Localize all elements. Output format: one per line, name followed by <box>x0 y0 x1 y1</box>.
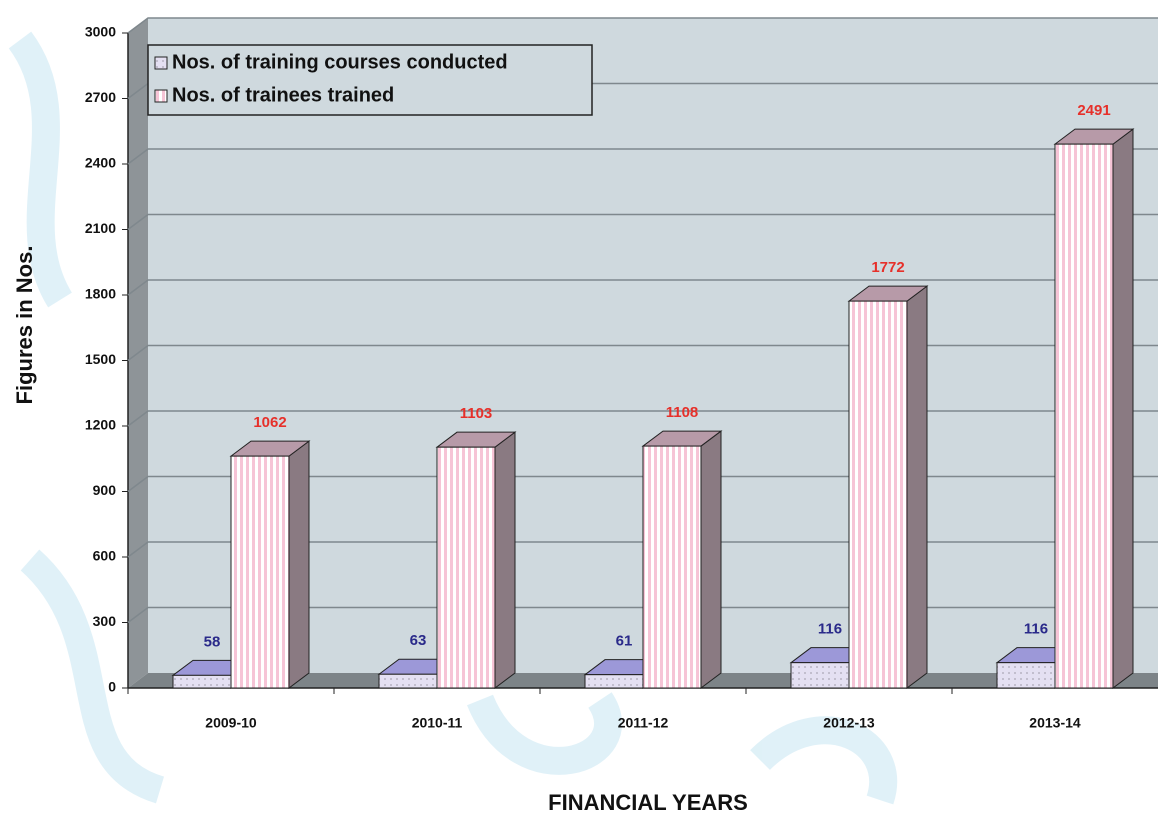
x-tick-label: 2010-11 <box>412 715 463 731</box>
bar-side <box>289 441 309 688</box>
bar-side <box>1113 129 1133 688</box>
bar <box>643 431 721 688</box>
x-tick-label: 2012-13 <box>823 715 875 731</box>
bar-side <box>495 432 515 688</box>
bar <box>849 286 927 688</box>
value-label: 63 <box>410 632 427 649</box>
bar-front <box>379 674 437 688</box>
y-tick-label: 0 <box>108 679 116 695</box>
bar <box>1055 129 1133 688</box>
bar-front <box>1055 144 1113 688</box>
value-label: 1062 <box>253 414 286 431</box>
value-label: 116 <box>818 621 842 638</box>
legend-swatch <box>155 57 167 69</box>
bar-side <box>907 286 927 688</box>
legend-label: Nos. of trainees trained <box>172 84 394 106</box>
value-label: 1103 <box>460 405 493 422</box>
value-label: 2491 <box>1077 102 1110 119</box>
x-tick-label: 2011-12 <box>618 715 669 731</box>
page: {"chart_data":{"type":"bar","ylabel":"Fi… <box>0 0 1158 817</box>
value-label: 61 <box>616 633 633 650</box>
bar-front <box>231 456 289 688</box>
y-tick-label: 2700 <box>85 89 116 105</box>
y-tick-label: 1500 <box>85 351 116 367</box>
value-label: 1772 <box>871 259 904 276</box>
legend-label: Nos. of training courses conducted <box>172 51 508 73</box>
y-tick-label: 900 <box>93 482 117 498</box>
value-label: 116 <box>1024 621 1048 638</box>
bar-front <box>643 446 701 688</box>
y-tick-label: 1200 <box>85 417 116 433</box>
bar-front <box>585 675 643 688</box>
x-axis-title: FINANCIAL YEARS <box>548 790 748 815</box>
chart: Figures in Nos. FINANCIAL YEARS 0 300 600 9… <box>0 0 1158 817</box>
bar-side <box>701 431 721 688</box>
y-tick-label: 3000 <box>85 24 116 40</box>
x-tick-label: 2013-14 <box>1029 715 1081 731</box>
legend: Nos. of training courses conducted Nos. o… <box>148 45 592 115</box>
value-label: 58 <box>204 633 221 650</box>
legend-swatch <box>155 90 167 102</box>
bar <box>437 432 515 688</box>
bar-front <box>849 301 907 688</box>
bar-front <box>997 663 1055 688</box>
bar-front <box>173 675 231 688</box>
x-tick-label: 2009-10 <box>205 715 257 731</box>
bar <box>231 441 309 688</box>
y-tick-label: 1800 <box>85 286 116 302</box>
y-tick-label: 600 <box>93 548 117 564</box>
y-tick-label: 2100 <box>85 220 116 236</box>
y-axis-title: Figures in Nos. <box>12 246 37 405</box>
y-tick-label: 2400 <box>85 155 116 171</box>
bar-front <box>437 447 495 688</box>
y-tick-label: 300 <box>93 613 117 629</box>
value-label: 1108 <box>666 404 699 421</box>
bar-front <box>791 663 849 688</box>
